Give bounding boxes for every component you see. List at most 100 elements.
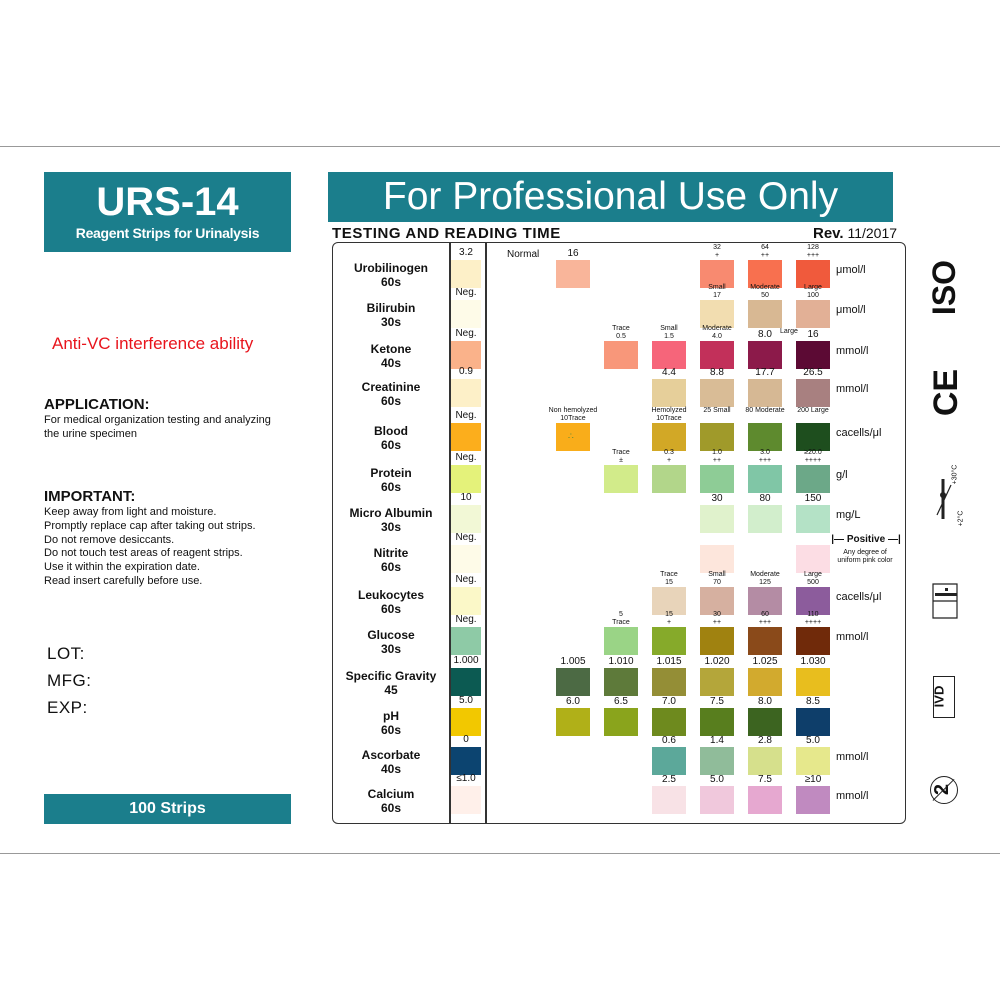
reading-time: 60s	[380, 723, 402, 737]
label-line: 15	[665, 611, 673, 618]
color-swatch	[700, 260, 734, 288]
unit-label: cacells/μl	[836, 427, 882, 439]
label-line: ++++	[804, 456, 822, 464]
label-line: 80	[759, 493, 771, 504]
important-line: Promptly replace cap after taking out st…	[44, 519, 256, 532]
negative-swatch	[451, 341, 481, 369]
swatch-label: 5.0	[692, 774, 742, 785]
swatch-label: 30 ++	[692, 611, 742, 626]
label-line: 25 Small	[703, 407, 731, 414]
label-line: 2.8	[758, 735, 772, 746]
label-line: ±	[619, 456, 623, 464]
label-line: 10Trace	[656, 414, 682, 422]
label-line: 17.7	[755, 367, 775, 378]
color-swatch	[796, 587, 830, 615]
reading-time: 60s	[380, 394, 402, 408]
revision: Rev. 11/2017	[813, 225, 897, 242]
negative-label: 1.000	[453, 655, 479, 666]
application-text: For medical organization testing and ana…	[44, 414, 271, 442]
row-name: pH 60s	[333, 709, 449, 737]
label-line: 5.0	[710, 774, 724, 785]
temp-low: +2°C	[957, 510, 965, 527]
important-line: Use it within the expiration date.	[44, 561, 200, 574]
positive-text: Positive	[846, 534, 886, 545]
row-name: Blood 60s	[333, 424, 449, 452]
swatch-label: 2.8	[740, 735, 790, 746]
strip-count-bar: 100 Strips	[44, 794, 291, 824]
reading-time: 60s	[380, 480, 402, 494]
label-line: 1.025	[752, 656, 778, 667]
iso-mark: ISO	[915, 255, 975, 325]
label-line: +++	[758, 618, 772, 626]
negative-label: 3.2	[459, 247, 473, 258]
swatch-label: 1.015	[644, 656, 694, 667]
label-line: Large	[804, 284, 822, 291]
negative-swatch	[451, 627, 481, 655]
rev-date: 11/2017	[847, 225, 898, 241]
label-line: 500	[807, 578, 819, 586]
reading-time: 30s	[380, 642, 402, 656]
color-swatch	[796, 627, 830, 655]
label-line: 4.0	[712, 332, 722, 340]
label-line: 80 Moderate	[745, 407, 785, 414]
label-line: Trace	[612, 449, 630, 456]
negative-label: 0	[463, 734, 469, 745]
swatch-label: 5 Trace	[596, 611, 646, 626]
row-name: Glucose 30s	[333, 628, 449, 656]
color-swatch	[700, 465, 734, 493]
reading-time: 40s	[380, 356, 402, 370]
swatch-label: Trace 0.5	[596, 325, 646, 340]
reading-time: 30s	[380, 315, 402, 329]
speckle-dots: ∴	[568, 431, 575, 441]
negative-label: Neg.	[455, 574, 477, 585]
color-swatch	[700, 708, 734, 736]
label-line: Small	[708, 284, 726, 291]
color-swatch	[700, 423, 734, 451]
swatch-label: Small 70	[692, 571, 742, 586]
negative-swatch	[451, 505, 481, 533]
swatch-label: 0.6	[644, 735, 694, 746]
important-line: Do not touch test areas of reagent strip…	[44, 547, 243, 560]
swatch-label: 60 +++	[740, 611, 790, 626]
negative-label: Neg.	[455, 452, 477, 463]
label-line: 100	[807, 291, 819, 299]
analyte-name: Specific Gravity	[345, 669, 437, 683]
swatch-label: Large 100	[788, 284, 838, 299]
color-swatch	[748, 587, 782, 615]
row-name: Creatinine 60s	[333, 380, 449, 408]
color-swatch	[700, 587, 734, 615]
label-line: Small	[660, 325, 678, 332]
mfg-label: MFG:	[47, 671, 92, 690]
iso-text: ISO	[926, 259, 963, 316]
temp-high: +30°C	[951, 464, 959, 485]
color-chart: Normal |— Positive —| Any degree of unif…	[332, 242, 906, 824]
color-swatch	[796, 260, 830, 288]
swatch-label: 6.0	[548, 696, 598, 707]
unit-label: μmol/l	[836, 304, 866, 316]
reading-time: 60s	[380, 602, 402, 616]
label-line: +	[666, 456, 672, 464]
swatch-label: 7.5	[740, 774, 790, 785]
swatch-label: 7.0	[644, 696, 694, 707]
color-swatch	[700, 341, 734, 369]
swatch-label: 200 Large	[788, 407, 838, 415]
color-swatch	[556, 668, 590, 696]
label-line: ++	[760, 251, 770, 259]
color-swatch	[700, 747, 734, 775]
row-name: Nitrite 60s	[333, 546, 449, 574]
color-swatch	[700, 668, 734, 696]
color-swatch	[700, 627, 734, 655]
consult-instructions-icon	[925, 580, 965, 629]
label-line: 128	[807, 244, 819, 251]
label-line: Trace	[612, 618, 630, 626]
negative-label: Neg.	[455, 410, 477, 421]
color-swatch	[748, 627, 782, 655]
negative-label: Neg.	[455, 328, 477, 339]
lot-label: LOT:	[47, 644, 85, 663]
label-line: ++++	[804, 618, 822, 626]
swatch-label: 1.010	[596, 656, 646, 667]
note-line: uniform pink color	[837, 557, 893, 564]
important-line: Read insert carefully before use.	[44, 574, 203, 587]
swatch-label: 128 +++	[788, 244, 838, 259]
color-swatch	[700, 505, 734, 533]
